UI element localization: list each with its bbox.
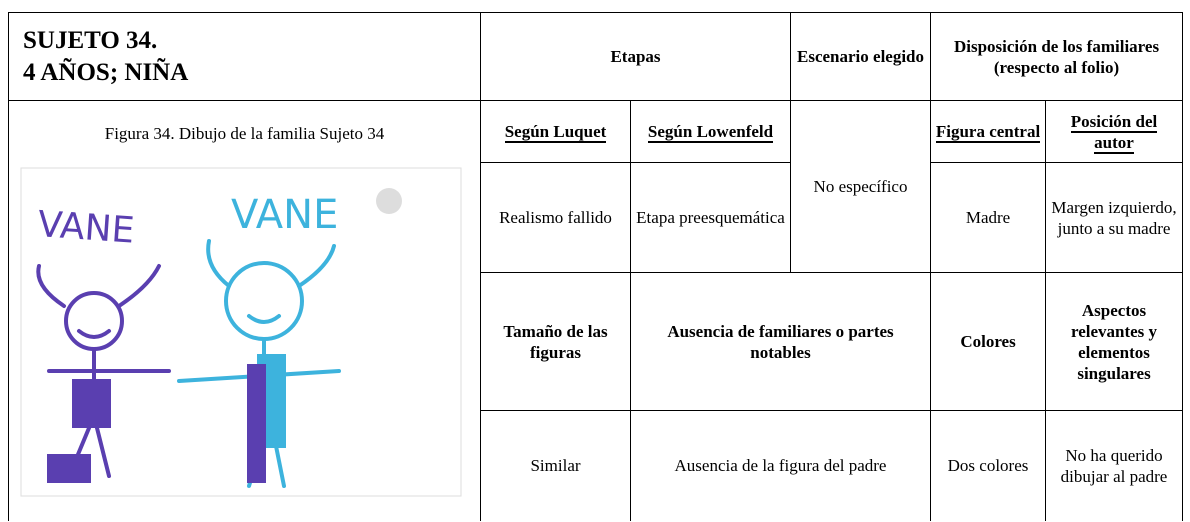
header-cell: Figura central <box>930 100 1047 163</box>
cell: Dos colores <box>930 410 1047 521</box>
header-text: Figura central <box>935 122 1041 143</box>
layout-cell: Disposición de los familiares (respecto a… <box>930 12 1184 101</box>
cell: Similar <box>480 410 631 521</box>
header-text: Posición del autor <box>1070 111 1158 154</box>
header-cell: Según Lowenfeld <box>629 100 792 163</box>
subject: SUJETO 34. <box>23 26 158 54</box>
figure-girl <box>36 264 171 483</box>
subject-table: SUJETO 34. 4 AÑOS; NIÑA Etapas Escenario … <box>8 12 1184 521</box>
figure-caption: Figura 34. Dibujo de la familia Sujeto 3… <box>104 124 385 143</box>
scenario: Escenario elegido <box>790 12 932 101</box>
cell: Etapa preesquemática <box>629 162 792 273</box>
drawing: VANE VANE <box>20 167 462 497</box>
header-cell: Ausencia de familiares o partes notables <box>629 272 932 411</box>
header-cell: Aspectos relevantes y elementos singular… <box>1045 272 1184 411</box>
layout-title: Disposición de los familiares <box>953 36 1160 56</box>
drawing-smudge <box>376 188 402 214</box>
cell: No específico <box>790 100 932 273</box>
header-text: Según Luquet <box>504 122 607 143</box>
figure-cell: Figura 34. Dibujo de la familia Sujeto 3… <box>8 100 481 521</box>
cell: No ha querido dibujar al padre <box>1045 410 1184 521</box>
drawing-label: VANE <box>231 192 338 238</box>
stages: Etapas <box>479 12 792 101</box>
header-cell: Colores <box>930 272 1047 411</box>
age: 4 AÑOS; NIÑA <box>23 58 189 86</box>
layout-note: (respecto al folio) <box>993 57 1120 77</box>
drawing-label: VANE <box>36 204 135 252</box>
subject-cell: SUJETO 34. 4 AÑOS; NIÑA <box>8 12 481 101</box>
figure-child <box>177 239 341 488</box>
cell: Margen izquierdo, junto a su madre <box>1045 162 1184 273</box>
cell: Ausencia de la figura del padre <box>629 410 932 521</box>
header-cell: Posición del autor <box>1045 100 1184 163</box>
cell: Realismo fallido <box>480 162 631 273</box>
header-cell: Tamaño de las figuras <box>480 272 631 411</box>
cell: Madre <box>930 162 1047 273</box>
header-cell: Según Luquet <box>480 100 631 163</box>
header-text: Según Lowenfeld <box>647 122 774 143</box>
